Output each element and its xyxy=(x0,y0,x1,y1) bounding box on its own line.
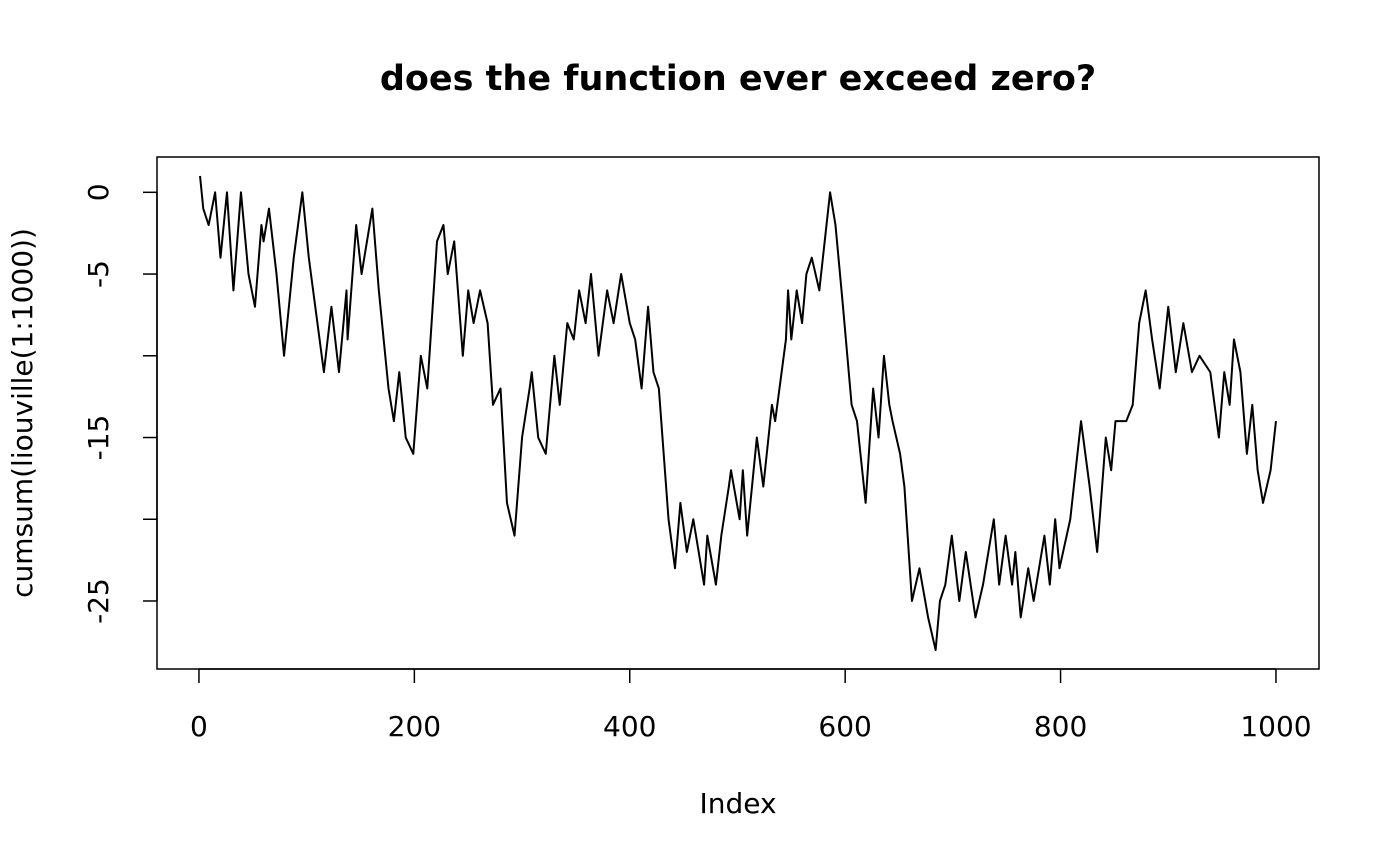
chart-title: does the function ever exceed zero? xyxy=(380,59,1096,99)
y-tick-label: 0 xyxy=(82,183,115,201)
y-tick-label: -5 xyxy=(82,260,115,288)
data-line xyxy=(199,175,1277,652)
y-tick-label: -15 xyxy=(82,415,115,461)
x-tick-label: 200 xyxy=(388,710,441,743)
x-axis-label: Index xyxy=(699,787,776,820)
plot-frame xyxy=(156,156,1320,670)
x-tick-label: 1000 xyxy=(1240,710,1311,743)
x-tick-label: 800 xyxy=(1034,710,1087,743)
y-axis-label: cumsum(liouville(1:1000)) xyxy=(6,228,39,598)
y-tick-label: -25 xyxy=(82,578,115,624)
x-tick-label: 600 xyxy=(818,710,871,743)
x-tick-label: 400 xyxy=(603,710,656,743)
x-tick-label: 0 xyxy=(190,710,208,743)
